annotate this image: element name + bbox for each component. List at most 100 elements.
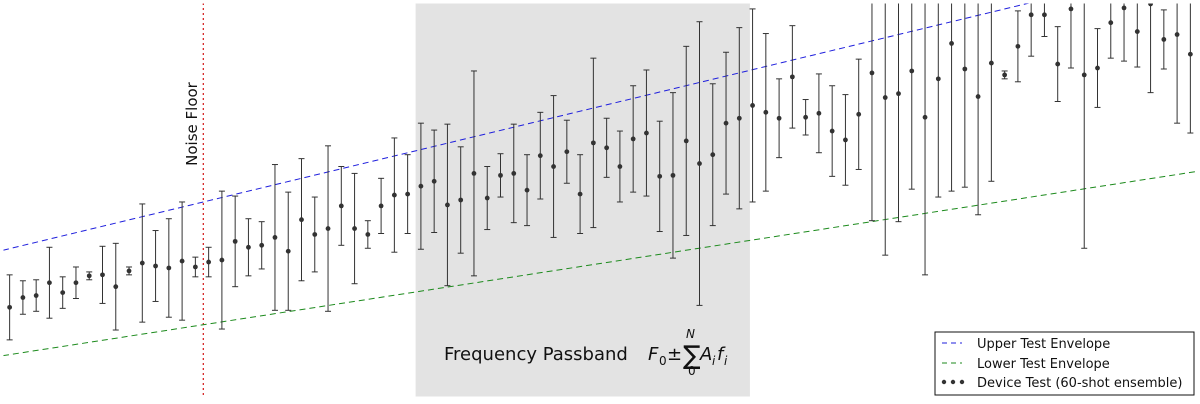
svg-text:F: F [648,344,659,365]
data-point [1134,29,1140,34]
data-point [975,94,981,99]
lower-envelope-line [3,170,1197,357]
passband-formula: F 0 ± ∑ N 0 A i f i [648,327,728,378]
data-point [86,273,92,279]
data-point [617,164,623,169]
passband-label: Frequency Passband [444,344,628,365]
data-point [869,70,875,76]
svg-text:i: i [724,354,728,368]
data-point [723,120,729,126]
data-point [365,232,371,237]
data-point [829,128,835,134]
data-point [1095,65,1100,71]
svg-text:∑: ∑ [683,341,701,371]
data-point [338,203,344,209]
legend-label: Device Test (60-shot ensemble) [977,376,1182,391]
plot-frame [2,2,1198,398]
data-point [750,103,755,108]
data-point [153,263,158,269]
data-point [285,248,291,254]
data-point [988,60,994,66]
data-point [7,304,13,310]
data-point [710,152,716,158]
svg-text:0: 0 [659,354,667,368]
data-point [484,195,490,201]
data-point [272,235,278,240]
data-point [206,259,212,265]
data-point [126,268,132,274]
data-point [803,114,809,120]
svg-text:i: i [712,354,716,368]
data-point [100,272,105,278]
data-point [352,226,357,231]
data-point [1148,3,1153,7]
data-point [551,164,556,169]
data-point [736,115,742,121]
data-point [73,280,79,286]
legend-item-device-test: Device Test (60-shot ensemble) [941,376,1182,391]
data-point [1187,51,1193,57]
data-point [1174,32,1180,37]
data-point [431,178,437,184]
data-point [405,191,411,197]
data-point [683,138,689,144]
data-point [564,149,570,155]
data-point [1042,12,1047,18]
data-point [537,153,543,159]
data-point [325,226,331,231]
data-point [113,284,119,290]
data-point [166,265,172,271]
noise-floor-label: Noise Floor [183,81,201,166]
data-point [219,257,225,263]
data-point [192,264,198,270]
data-point [1121,5,1127,11]
data-point [896,91,901,97]
data-point [909,68,915,74]
data-point [312,232,318,237]
svg-text:±: ± [667,344,682,365]
svg-text:0: 0 [688,364,696,378]
data-point [657,173,663,179]
data-point [776,115,782,121]
data-point [604,145,610,151]
data-point [949,40,954,46]
data-point [789,74,795,80]
data-point [856,111,862,117]
data-point [259,242,265,248]
data-point [511,171,517,176]
data-point [763,109,769,115]
data-point [644,130,649,136]
data-point [47,280,52,286]
data-point [20,295,26,300]
data-point [1002,72,1008,78]
data-point [391,192,397,198]
data-point [1055,61,1061,67]
legend-item-upper-envelope: Upper Test Envelope [942,337,1110,352]
data-point [60,290,66,295]
data-point [1161,37,1167,42]
data-point [1028,12,1034,18]
data-point [882,95,888,100]
data-point [179,258,185,264]
legend-label: Lower Test Envelope [977,357,1110,372]
svg-text:A: A [699,344,712,365]
data-point [843,137,848,143]
data-point [246,244,251,250]
data-point [697,161,702,166]
data-point [1081,72,1087,78]
legend-label: Upper Test Envelope [977,337,1110,352]
data-point [670,172,676,178]
data-point [498,172,503,178]
passband-region [415,3,750,397]
data-point [922,114,928,120]
data-point [33,293,39,298]
data-point [630,136,636,142]
upper-envelope-line [3,3,1032,251]
svg-text:N: N [686,327,695,341]
data-point [577,191,583,197]
data-point [299,217,304,223]
data-point [445,202,450,208]
data-point [418,183,424,189]
legend: Upper Test Envelope Lower Test Envelope … [934,331,1195,396]
